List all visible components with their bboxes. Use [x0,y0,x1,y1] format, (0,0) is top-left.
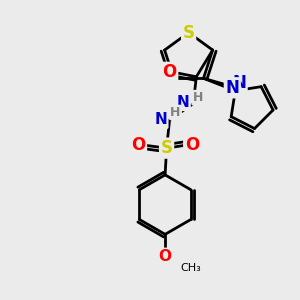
Text: N: N [225,79,239,97]
Text: S: S [160,139,172,157]
Text: O: O [162,63,177,81]
Text: N: N [232,74,246,92]
Text: H: H [170,106,181,119]
Text: N: N [177,94,189,110]
Text: O: O [185,136,199,154]
Text: H: H [193,91,203,104]
Text: N: N [154,112,167,128]
Text: O: O [131,136,146,154]
Text: CH₃: CH₃ [180,262,201,273]
Text: O: O [159,249,172,264]
Text: S: S [183,24,195,42]
